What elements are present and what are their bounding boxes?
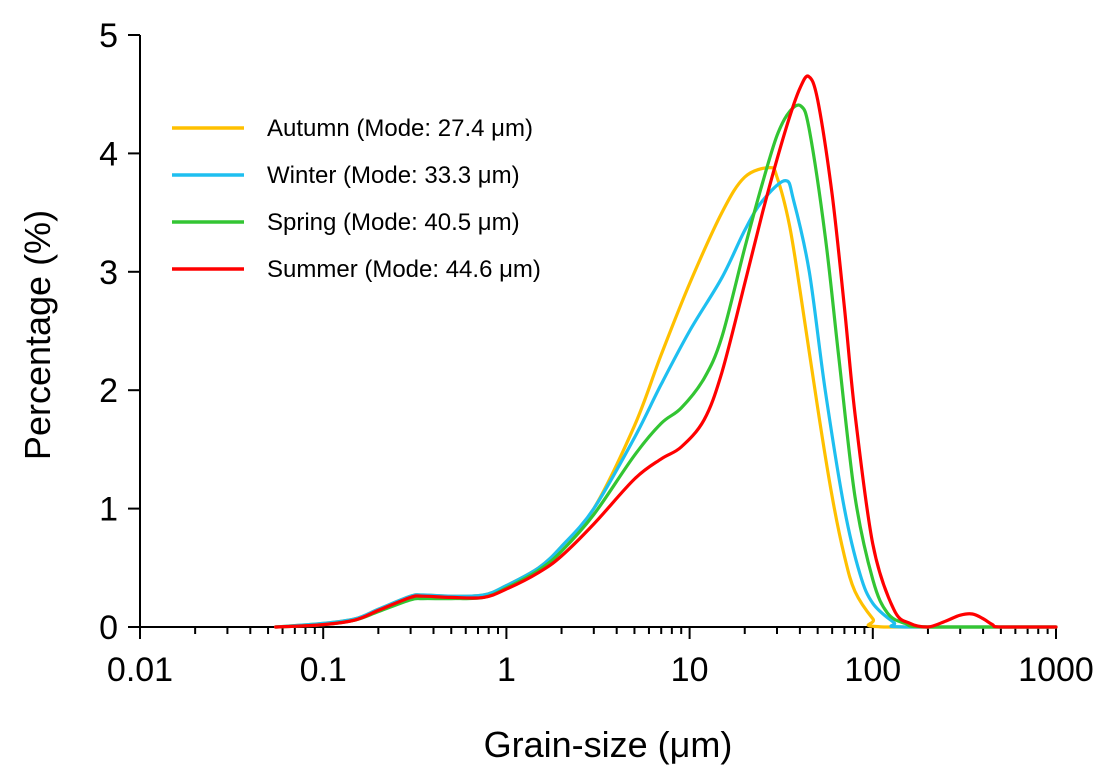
- x-tick-label: 10: [671, 651, 709, 689]
- axes: 0.01 0.1 1 10 100 1000 0 1 2 3 4 5: [99, 17, 1094, 689]
- legend: Autumn (Mode: 27.4 μm) Winter (Mode: 33.3…: [172, 115, 541, 283]
- series-line-3: [274, 103, 1058, 629]
- y-tick-label: 2: [99, 372, 118, 410]
- x-tick-label: 100: [844, 651, 901, 689]
- y-tick-label: 5: [99, 17, 118, 55]
- series-line-4: [274, 74, 1058, 629]
- y-tick-label: 4: [99, 135, 118, 173]
- legend-label: Summer (Mode: 44.6 μm): [267, 256, 541, 283]
- series-lines: [274, 74, 1058, 629]
- y-ticks: 0 1 2 3 4 5: [99, 17, 140, 647]
- y-tick-label: 0: [99, 609, 118, 647]
- x-axis-title: Grain-size (μm): [484, 724, 733, 765]
- y-tick-label: 1: [99, 491, 118, 529]
- x-tick-label: 0.01: [107, 651, 173, 689]
- legend-label: Winter (Mode: 33.3 μm): [267, 162, 520, 189]
- x-tick-label: 1: [497, 651, 516, 689]
- legend-label: Spring (Mode: 40.5 μm): [267, 209, 520, 236]
- legend-label: Autumn (Mode: 27.4 μm): [267, 115, 533, 142]
- x-tick-label: 0.1: [300, 651, 347, 689]
- y-axis-title: Percentage (%): [17, 210, 58, 460]
- x-tick-label: 1000: [1018, 651, 1094, 689]
- series-line-1: [274, 166, 1058, 629]
- y-tick-label: 3: [99, 254, 118, 292]
- x-ticks: 0.01 0.1 1 10 100 1000: [107, 627, 1094, 689]
- series-line-2: [274, 179, 1058, 629]
